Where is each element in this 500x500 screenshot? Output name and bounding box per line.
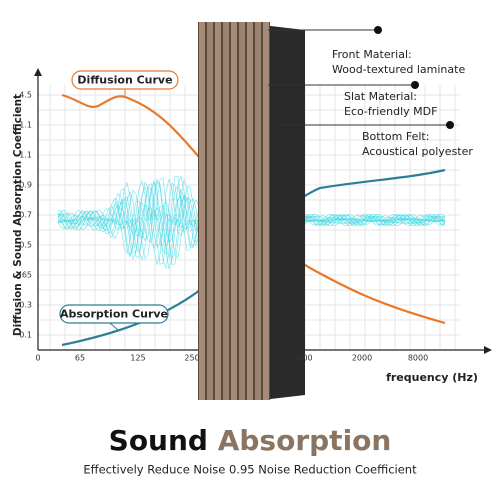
y-tick-label: 0.5 — [19, 241, 32, 250]
felt-layer — [262, 25, 305, 400]
y-arrow — [34, 68, 42, 76]
subtitle: Effectively Reduce Noise 0.95 Noise Redu… — [83, 463, 417, 477]
x-tick-label: 0 — [35, 354, 40, 363]
y-tick-label: 65 — [22, 271, 32, 280]
y-tick-label: 0.3 — [19, 301, 32, 310]
x-tick-label: 8000 — [408, 354, 428, 363]
heading-word: Sound — [109, 424, 208, 457]
callout-dot — [374, 26, 382, 34]
heading-word: Absorption — [218, 424, 392, 457]
callout-text: Acoustical polyester — [362, 145, 473, 158]
y-tick-label: 0.9 — [19, 181, 32, 190]
slat — [215, 22, 221, 400]
callout-dot — [411, 81, 419, 89]
x-tick-label: 2000 — [352, 354, 372, 363]
callout-text: Wood-textured laminate — [332, 63, 465, 76]
slat — [223, 22, 229, 400]
y-tick-label: 1.1 — [19, 121, 32, 130]
absorption-label-box — [59, 304, 169, 324]
callout-title: Bottom Felt: — [362, 130, 429, 143]
absorption-label: Absorption Curve — [60, 308, 168, 321]
slat — [255, 22, 261, 400]
callout-title: Slat Material: — [344, 90, 417, 103]
y-axis-label: Diffusion & Sound Absorption Coefficient — [12, 94, 24, 336]
slat — [207, 22, 213, 400]
callout-title: Front Material: — [332, 48, 412, 61]
slat — [231, 22, 237, 400]
x-tick-label: 65 — [75, 354, 85, 363]
x-arrow — [484, 346, 492, 354]
y-tick-label: 0.1 — [19, 331, 32, 340]
y-tick-label: 1.1 — [19, 151, 32, 160]
x-tick-label: 000 — [297, 354, 312, 363]
x-tick-label: 250 — [184, 354, 199, 363]
heading: Sound Absorption — [109, 424, 392, 457]
slat — [239, 22, 245, 400]
x-axis-label: frequency (Hz) — [386, 371, 478, 384]
slat — [263, 22, 269, 400]
y-tick-label: 0.7 — [19, 211, 32, 220]
slat — [199, 22, 205, 400]
x-tick-label: 125 — [130, 354, 145, 363]
callout-dot — [446, 121, 454, 129]
slat — [247, 22, 253, 400]
diffusion-label: Diffusion Curve — [77, 74, 172, 87]
y-tick-label: 4.5 — [19, 91, 32, 100]
callout-text: Eco-friendly MDF — [344, 105, 437, 118]
wood-slats — [198, 22, 270, 400]
absorption-pointer — [109, 322, 119, 331]
